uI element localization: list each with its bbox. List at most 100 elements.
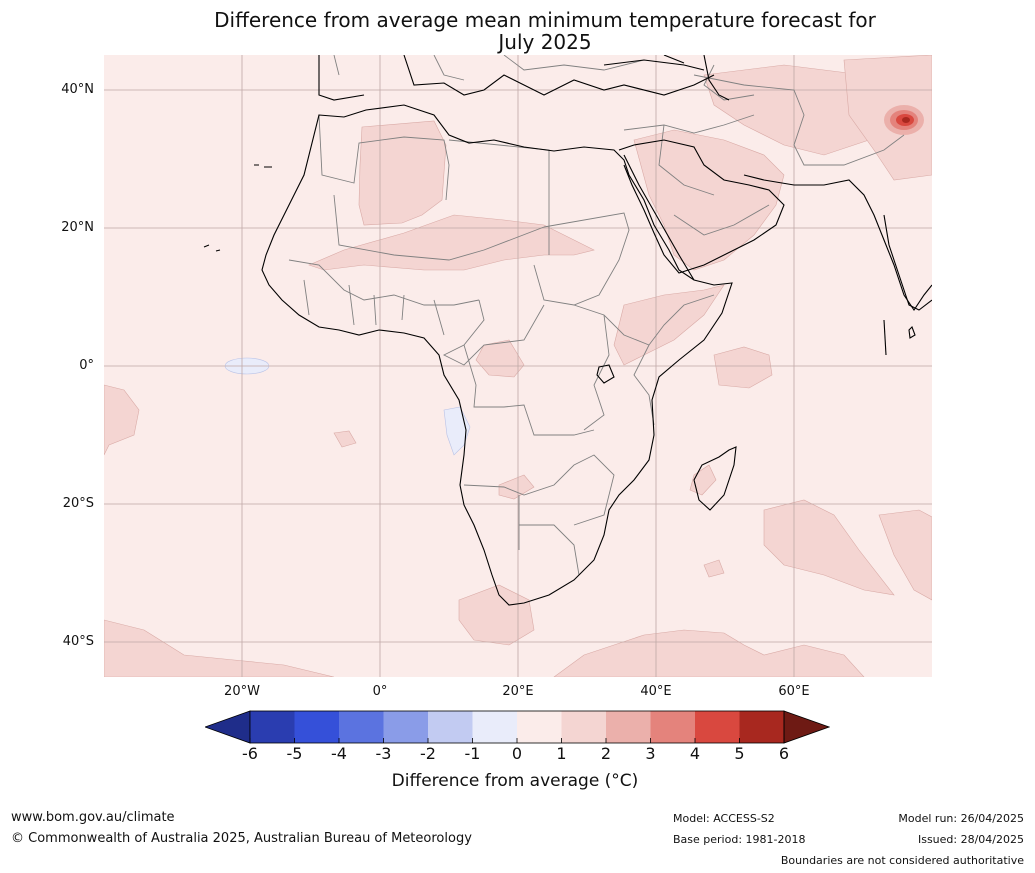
colorbar-segment <box>383 711 428 743</box>
africa-coast <box>261 104 733 606</box>
colorbar-segment <box>294 711 339 743</box>
forecast-map <box>103 54 933 678</box>
lat-label-0: 0° <box>79 358 94 373</box>
lon-label-20e: 20°E <box>502 684 534 699</box>
lat-label-40s: 40°S <box>62 634 94 649</box>
sahara-anomaly <box>358 120 447 226</box>
colorbar-segment <box>472 711 517 743</box>
colorbar-segment <box>561 711 606 743</box>
horn-anomaly <box>613 284 725 366</box>
colorbar-tick-label: -5 <box>286 744 303 763</box>
lon-label-60e: 60°E <box>778 684 810 699</box>
colorbar-extend-low <box>203 710 251 744</box>
colorbar-segment <box>606 711 651 743</box>
map-svg <box>103 54 933 678</box>
colorbar-ticks: -6 -5 -4 -3 -2 -1 0 1 2 3 4 5 6 <box>0 744 1035 764</box>
lon-label-0: 0° <box>372 684 388 699</box>
colorbar-segment <box>250 711 295 743</box>
title-line-2: July 2025 <box>498 30 592 54</box>
colorbar-tick-label: 2 <box>600 744 612 763</box>
lon-label-20w: 20°W <box>224 684 260 699</box>
border-middle-east <box>623 114 755 196</box>
arabia-anomaly <box>633 129 785 271</box>
anomaly-1-2-regions <box>103 54 933 678</box>
border-arabia-south <box>673 204 770 236</box>
footer-website: www.bom.gov.au/climate <box>11 810 175 825</box>
footer-issued: Issued: 28/04/2025 <box>917 833 1024 846</box>
sri-lanka <box>908 326 916 339</box>
caspian-coast <box>703 54 730 101</box>
colorbar-segment <box>695 711 740 743</box>
south-ocean-anomaly-1 <box>763 499 895 596</box>
colorbar-tick-label: 4 <box>689 744 701 763</box>
border-southern-2 <box>518 495 580 576</box>
maldives <box>883 319 887 356</box>
europe-coast <box>318 54 715 101</box>
black-sea-coast <box>603 54 705 71</box>
colorbar-tick-label: -1 <box>464 744 481 763</box>
title-line-1: Difference from average mean minimum tem… <box>214 8 876 32</box>
border-iran-asia <box>693 74 905 166</box>
colorbar-tick-label: -6 <box>242 744 258 763</box>
india-coast <box>883 214 933 311</box>
colorbar-segment <box>428 711 473 743</box>
colorbar-extend-high <box>783 710 831 744</box>
lon-label-40e: 40°E <box>640 684 672 699</box>
colorbar-tick-label: 0 <box>511 744 523 763</box>
border-central <box>442 299 545 366</box>
border-caspian <box>703 64 755 101</box>
colorbar-tick-label: 5 <box>734 744 745 763</box>
madagascar-anomaly <box>689 464 717 496</box>
hot-spot <box>884 105 924 135</box>
coastlines <box>203 54 933 606</box>
red-sea-coast <box>623 154 695 281</box>
atlantic-anomaly-south <box>458 584 535 646</box>
border-congo <box>463 344 595 436</box>
cape-verde <box>203 244 221 252</box>
canaries <box>254 164 272 168</box>
atlantic-anomaly-sw <box>103 384 140 456</box>
colorbar-tick-label: -3 <box>375 744 392 763</box>
lat-label-20s: 20°S <box>62 496 94 511</box>
border-west-africa <box>288 259 480 306</box>
colorbar-segment <box>517 711 562 743</box>
graticule <box>104 55 932 677</box>
colorbar-tick-label: -2 <box>420 744 436 763</box>
colorbar-segment <box>650 711 695 743</box>
colorbar-svg <box>203 710 831 744</box>
border-west-africa-2 <box>303 279 445 336</box>
footer-copyright: © Commonwealth of Australia 2025, Austra… <box>11 831 472 846</box>
small-anomaly-1 <box>333 430 357 448</box>
congo-anomaly <box>475 339 525 378</box>
footer-model-run: Model run: 26/04/2025 <box>898 812 1024 825</box>
namibia-anomaly <box>498 474 535 500</box>
lat-label-40n: 40°N <box>61 82 94 97</box>
border-sudan <box>533 212 630 306</box>
border-east-africa-2 <box>583 314 655 431</box>
asia-coast <box>743 174 933 311</box>
footer-base-period: Base period: 1981-2018 <box>673 833 806 846</box>
madagascar-coast <box>693 446 737 511</box>
border-mali-niger <box>333 194 545 261</box>
chart-title: Difference from average mean minimum tem… <box>120 9 970 53</box>
colorbar <box>203 710 831 744</box>
colorbar-segment <box>339 711 384 743</box>
colorbar-segment <box>739 711 784 743</box>
border-southern <box>463 454 615 526</box>
hot-spot-core <box>902 117 910 123</box>
country-borders <box>288 54 905 576</box>
border-europe <box>333 54 645 81</box>
arabia-coast <box>618 139 785 274</box>
small-anomaly-2 <box>703 559 725 578</box>
indian-ocean-anomaly <box>713 346 773 389</box>
border-sahara-east <box>448 139 550 255</box>
lat-label-20n: 20°N <box>61 220 94 235</box>
colorbar-tick-label: 6 <box>778 744 790 763</box>
colorbar-tick-label: 1 <box>556 744 567 763</box>
lake-victoria <box>596 364 615 384</box>
footer-model: Model: ACCESS-S2 <box>673 812 775 825</box>
colorbar-tick-label: 3 <box>645 744 656 763</box>
border-maghreb <box>318 114 450 201</box>
colorbar-tick-label: -4 <box>331 744 347 763</box>
colorbar-title: Difference from average (°C) <box>391 771 639 791</box>
